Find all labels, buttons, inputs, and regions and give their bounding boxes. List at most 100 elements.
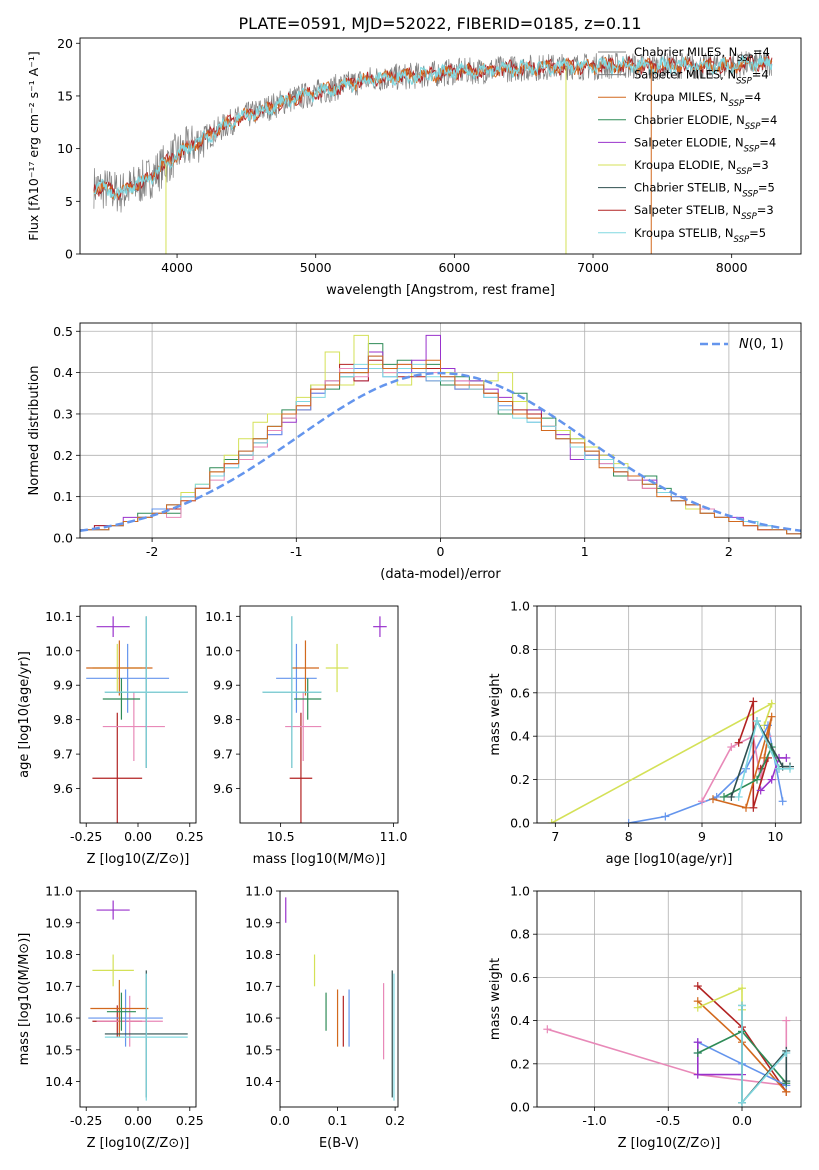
x-tick-label: 0	[437, 544, 445, 559]
weight-line	[741, 1005, 788, 1105]
y-tick-label: 10.6	[245, 1011, 273, 1026]
y-axis-label: mass weight	[488, 958, 503, 1040]
weight-vs-z-panel: -1.0 -0.5 0.0 0.0 0.2 0.4 0.6 0.8 1.0 Z [log10(Z/…	[488, 884, 802, 1151]
y-tick-label: 10.0	[45, 643, 73, 658]
y-tick-label: 0.6	[510, 970, 530, 985]
mass-vs-z-panel: -0.25 0.00 0.25 10.4 10.5 10.6 10.7 10.8 10.9 11.…	[17, 884, 204, 1152]
y-tick-label: 20	[57, 36, 73, 51]
x-tick-label: -1.0	[582, 1113, 606, 1128]
x-tick-label: 0.1	[328, 1113, 348, 1128]
y-tick-label: 10.0	[205, 643, 233, 658]
legend-label: Kroupa MILES, NSSP=4	[634, 90, 761, 109]
age-vs-z-panel: -0.25 0.00 0.25 9.6 9.7 9.8 9.9 10.0 10.1 Z [log1…	[17, 605, 204, 867]
residual-histogram	[80, 355, 801, 535]
axes-frame	[79, 890, 197, 1108]
y-tick-label: 10.6	[45, 1011, 73, 1026]
x-tick-label: 0.25	[176, 1113, 204, 1128]
y-tick-label: 5	[65, 194, 73, 209]
x-tick-label: -0.5	[656, 1113, 680, 1128]
x-tick-label: 10.5	[267, 829, 295, 844]
axes-frame	[79, 322, 802, 539]
x-tick-label: -2	[146, 544, 158, 559]
weight-series-group	[543, 982, 791, 1107]
weight-line	[547, 1020, 788, 1087]
y-tick-label: 0.0	[510, 1100, 530, 1115]
y-tick-label: 0.4	[510, 729, 530, 744]
residual-series-group	[80, 334, 801, 535]
weight-line	[741, 1005, 787, 1105]
normal-curve	[80, 371, 801, 533]
x-axis-label: mass [log10(M/M⊙)]	[253, 852, 386, 867]
age-vs-mass-panel: 10.5 11.0 9.6 9.7 9.8 9.9 10.0 10.1 mass [log10(…	[205, 605, 408, 867]
residuals-panel: -2 -1 0 1 2 0.0 0.1 0.2 0.3 0.4 0.5 N(0, 1) (data-mo…	[27, 322, 802, 582]
legend-label: N(0, 1)	[739, 337, 784, 352]
weight-vs-age-panel: 7 8 9 10 0.0 0.2 0.4 0.6 0.8 1.0 age [log10(age/yr…	[488, 599, 802, 867]
y-axis-label: mass weight	[488, 673, 503, 755]
spectrum-panel: 4000 5000 6000 7000 8000 0 5 10 15 20 Chabrier MIL…	[26, 36, 802, 298]
x-axis-label: (data-model)/error	[380, 567, 501, 582]
y-tick-label: 9.9	[53, 678, 73, 693]
y-tick-label: 10.7	[245, 979, 273, 994]
y-tick-label: 0.2	[53, 448, 73, 463]
y-tick-label: 0.2	[510, 772, 530, 787]
x-tick-label: 1	[581, 544, 589, 559]
y-tick-label: 0.2	[510, 1056, 530, 1071]
legend-label: Salpeter ELODIE, NSSP=4	[634, 135, 776, 154]
spectrum-series-group	[93, 49, 773, 254]
y-tick-label: 10	[57, 141, 73, 156]
y-tick-label: 0.6	[510, 685, 530, 700]
x-axis-label: Z [log10(Z/Z⊙)]	[87, 1136, 190, 1151]
legend-label: Salpeter MILES, NSSP=4	[634, 68, 769, 87]
x-tick-label: 0.00	[124, 829, 152, 844]
x-axis-label: wavelength [Angstrom, rest frame]	[326, 283, 555, 298]
x-tick-label: 11.0	[380, 829, 408, 844]
y-tick-label: 0.5	[53, 324, 73, 339]
x-tick-label: 8000	[716, 260, 748, 275]
weight-line	[737, 718, 790, 798]
x-tick-label: 7	[551, 829, 559, 844]
axes-frame	[536, 890, 802, 1108]
y-tick-label: 1.0	[510, 599, 530, 614]
errorbar-group	[285, 897, 395, 1101]
x-tick-label: 4000	[161, 260, 193, 275]
weight-line	[697, 1042, 742, 1076]
x-tick-label: 0.0	[270, 1113, 290, 1128]
axes-frame	[536, 605, 802, 824]
y-tick-label: 0.8	[510, 927, 530, 942]
y-tick-label: 9.6	[213, 781, 233, 796]
x-axis-label: E(B-V)	[319, 1136, 359, 1151]
y-tick-label: 0.4	[53, 365, 73, 380]
y-tick-label: 10.8	[45, 947, 73, 962]
y-axis-label: Normed distribution	[27, 366, 42, 496]
legend-label: Chabrier ELODIE, NSSP=4	[634, 113, 777, 132]
spectrum-data-line	[93, 49, 772, 213]
legend-label: Salpeter STELIB, NSSP=3	[634, 203, 774, 222]
y-tick-label: 10.5	[45, 1042, 73, 1057]
weight-line	[737, 701, 769, 809]
y-tick-label: 0	[65, 247, 73, 262]
weight-series-group	[547, 697, 794, 823]
y-axis-label: mass [log10(M/M⊙)]	[17, 933, 32, 1066]
x-tick-label: 2	[725, 544, 733, 559]
y-tick-label: 11.0	[45, 884, 73, 899]
weight-line	[712, 716, 773, 809]
y-tick-label: 10.9	[45, 915, 73, 930]
weight-line	[628, 722, 784, 823]
x-tick-label: 0.2	[385, 1113, 405, 1128]
spectrum-model-line	[93, 54, 773, 201]
y-tick-label: 0.8	[510, 642, 530, 657]
mass-vs-ebv-panel: 0.0 0.1 0.2 10.4 10.5 10.6 10.7 10.8 10.9 11.0 E(B…	[245, 884, 405, 1152]
y-tick-label: 0.0	[510, 816, 530, 831]
y-tick-label: 9.7	[213, 747, 233, 762]
x-tick-label: 0.00	[124, 1113, 152, 1128]
y-tick-label: 11.0	[245, 884, 273, 899]
y-tick-label: 15	[57, 88, 73, 103]
legend-label: Kroupa ELODIE, NSSP=3	[634, 158, 769, 177]
y-tick-label: 9.8	[213, 712, 233, 727]
errorbar-group	[262, 616, 387, 823]
y-tick-label: 10.9	[245, 915, 273, 930]
x-axis-label: age [log10(age/yr)]	[606, 852, 733, 867]
x-tick-label: 7000	[577, 260, 609, 275]
